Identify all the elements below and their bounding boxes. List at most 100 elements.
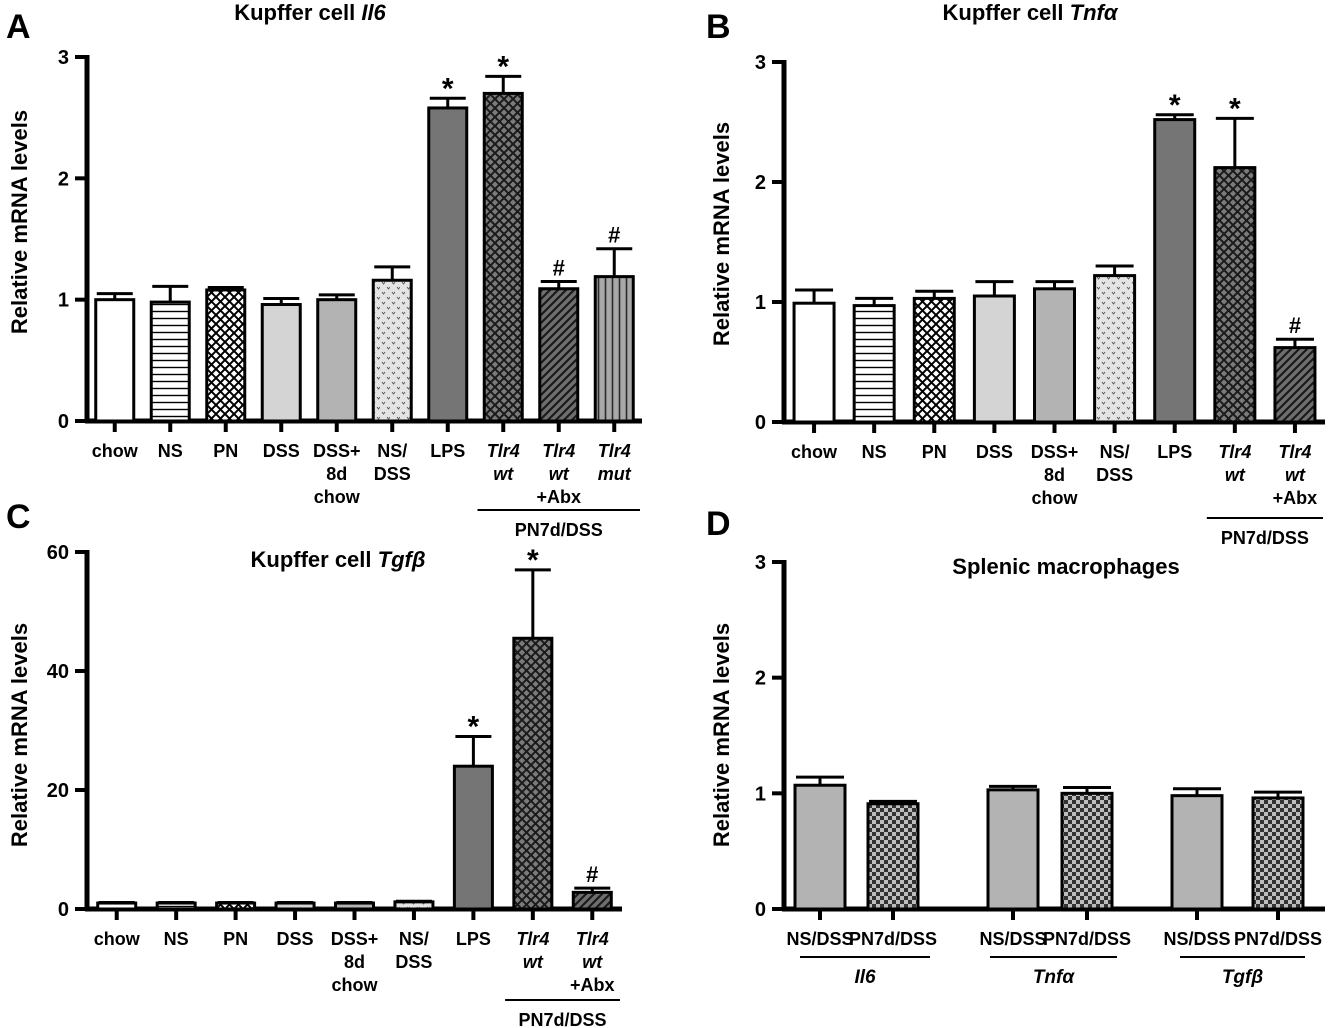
- y-tick-label: 1: [755, 783, 766, 805]
- x-tick-label: PN: [213, 441, 238, 461]
- y-tick-label: 2: [755, 668, 766, 690]
- significance-mark: #: [553, 255, 565, 280]
- x-tick-label: chow: [331, 975, 378, 995]
- bar-a-6: [427, 106, 469, 423]
- bar-c-5: [393, 900, 435, 911]
- x-tick-label: Tlr4: [1278, 442, 1311, 462]
- chart-title-c: Kupffer cell Tgfβ: [251, 547, 426, 572]
- x-tick-label: LPS: [430, 441, 465, 461]
- bar-d-0: [793, 783, 847, 911]
- y-axis-label-b: Relative mRNA levels: [709, 122, 734, 346]
- x-tick-label: 8d: [1044, 465, 1065, 485]
- y-axis-label-a: Relative mRNA levels: [7, 110, 32, 334]
- bar-b-8: [1273, 346, 1317, 424]
- bar-b-1: [852, 304, 896, 424]
- y-tick-label: 40: [47, 661, 69, 683]
- bar-c-8: [571, 890, 613, 911]
- y-axis-label-d: Relative mRNA levels: [709, 623, 734, 847]
- x-tick-label: +Abx: [570, 975, 615, 995]
- chart-panel-c: 0 20 40 60 chow NS PN DSS DSS+ 8d chow NS/DSS * LPS * T…: [47, 542, 622, 1028]
- x-tick-label: DSS+: [1031, 442, 1079, 462]
- y-tick-label: 3: [58, 47, 69, 69]
- significance-mark: *: [527, 544, 539, 577]
- bar-b-6: [1153, 118, 1197, 424]
- x-tick-label: NS/DSS: [979, 929, 1046, 949]
- x-tick-label: NS/DSS: [1163, 929, 1230, 949]
- bar-b-0: [792, 301, 836, 424]
- x-tick-label: chow: [94, 929, 141, 949]
- bar-a-1: [149, 300, 191, 423]
- bar-c-7: [512, 636, 554, 911]
- y-tick-label: 3: [755, 52, 766, 74]
- bar-c-4: [334, 901, 375, 911]
- bar-d-3: [1060, 791, 1114, 911]
- x-tick-label: chow: [314, 487, 361, 507]
- y-axis-label-c: Relative mRNA levels: [7, 623, 32, 847]
- bar-a-7: [482, 91, 524, 423]
- x-tick-label: DSS: [976, 442, 1013, 462]
- bar-c-1: [155, 901, 197, 911]
- bar-a-2: [205, 288, 247, 423]
- x-tick-label: 8d: [326, 464, 347, 484]
- x-tick-label: chow: [92, 441, 139, 461]
- x-tick-label: Tlr4: [487, 441, 520, 461]
- y-tick-label: 20: [47, 780, 69, 802]
- significance-mark: *: [468, 710, 480, 743]
- x-tick-label: Tlr4: [516, 929, 549, 949]
- bar-c-6: [452, 764, 494, 911]
- bar-b-7: [1213, 166, 1257, 424]
- chart-panel-a: 0 1 2 3 chow NS PN DSS DSS+ 8d chow NS/DSS * LPS * Tlr4…: [58, 47, 642, 540]
- x-tick-label: +Abx: [536, 487, 581, 507]
- bar-a-9: [593, 275, 635, 423]
- panel-letter-a: A: [6, 8, 31, 46]
- y-tick-label: 0: [58, 899, 69, 921]
- significance-mark: *: [442, 72, 454, 105]
- x-tick-label: LPS: [456, 929, 491, 949]
- x-tick-label: NS: [164, 929, 189, 949]
- bar-a-4: [316, 298, 358, 423]
- x-tick-label: Tlr4: [1218, 442, 1251, 462]
- bar-c-3: [274, 901, 316, 911]
- bar-d-1: [866, 802, 920, 911]
- chart-title-b: Kupffer cell Tnfα: [943, 0, 1119, 25]
- x-tick-label: PN7d/DSS: [849, 929, 937, 949]
- panel-letter-c: C: [6, 498, 31, 536]
- x-tick-label: DSS: [263, 441, 300, 461]
- y-tick-label: 0: [58, 411, 69, 433]
- bar-a-8: [538, 287, 580, 423]
- x-tick-label: DSS: [374, 464, 411, 484]
- x-tick-label: PN7d/DSS: [1043, 929, 1131, 949]
- panel-letter-d: D: [706, 505, 731, 543]
- bar-b-3: [972, 294, 1016, 424]
- y-tick-label: 3: [755, 552, 766, 574]
- y-tick-label: 0: [755, 899, 766, 921]
- group-label: PN7d/DSS: [519, 1010, 607, 1028]
- x-tick-label: wt: [523, 952, 544, 972]
- x-tick-label: DSS: [1096, 465, 1133, 485]
- bar-a-0: [94, 298, 136, 423]
- bar-a-3: [260, 303, 302, 423]
- x-tick-label: NS/: [377, 441, 407, 461]
- y-tick-label: 0: [755, 412, 766, 434]
- x-tick-label: wt: [1285, 465, 1306, 485]
- x-tick-label: chow: [1031, 488, 1078, 508]
- x-tick-label: NS/: [399, 929, 429, 949]
- x-tick-label: NS: [158, 441, 183, 461]
- significance-mark: #: [1289, 313, 1301, 338]
- x-tick-label: wt: [582, 952, 603, 972]
- x-tick-label: Tlr4: [542, 441, 575, 461]
- x-tick-label: PN7d/DSS: [1234, 929, 1322, 949]
- group-label: Tnfα: [1033, 967, 1076, 988]
- x-tick-label: DSS+: [313, 441, 361, 461]
- x-tick-label: 8d: [344, 952, 365, 972]
- bar-d-5: [1251, 796, 1305, 911]
- y-tick-label: 2: [755, 172, 766, 194]
- x-tick-label: wt: [493, 464, 514, 484]
- bar-c-0: [96, 901, 138, 911]
- group-label: Il6: [854, 967, 876, 988]
- x-tick-label: +Abx: [1273, 488, 1318, 508]
- group-label: PN7d/DSS: [1221, 528, 1309, 548]
- panel-letter-b: B: [706, 8, 731, 46]
- bar-c-2: [215, 901, 257, 911]
